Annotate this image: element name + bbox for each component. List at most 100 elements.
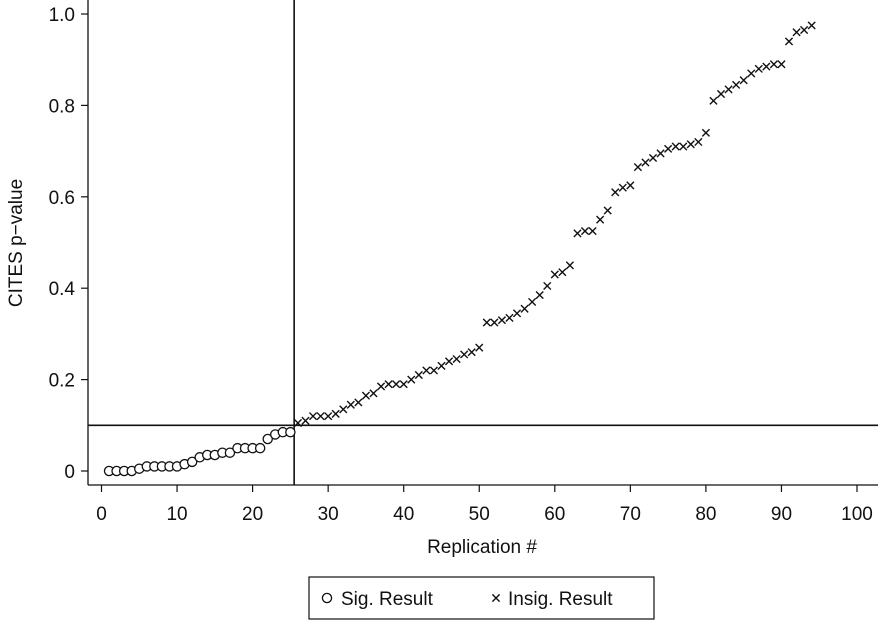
x-tick-label: 50 xyxy=(469,504,490,525)
insig-result-point xyxy=(664,144,673,153)
insig-result-stroke xyxy=(444,357,454,366)
insig-result-point xyxy=(800,25,809,35)
y-axis: 0 0.2 0.4 0.6 0.8 1.0 xyxy=(49,5,88,483)
insig-result-stroke xyxy=(671,142,680,151)
sig-result-point xyxy=(262,433,273,445)
insig-result-stroke xyxy=(407,375,416,384)
insig-result-stroke xyxy=(565,261,575,270)
insig-result-stroke xyxy=(784,37,794,46)
insig-result-point xyxy=(293,418,303,428)
insig-result-point xyxy=(754,64,763,73)
insig-result-point xyxy=(331,409,340,418)
y-tick-label: 0 xyxy=(64,462,75,483)
x-tick-label: 70 xyxy=(620,504,641,525)
insig-result-stroke xyxy=(324,412,333,421)
insig-result-point xyxy=(505,313,514,322)
insig-result-stroke xyxy=(633,163,642,172)
insig-result-point xyxy=(611,188,620,197)
insig-result-point xyxy=(588,226,597,236)
insig-result-point xyxy=(641,158,650,167)
insig-result-stroke xyxy=(482,318,491,327)
insig-result-stroke xyxy=(701,128,710,137)
insig-result-point xyxy=(399,380,408,389)
insig-result-point xyxy=(460,350,469,359)
insig-result-stroke xyxy=(505,313,514,322)
x-tick-label: 60 xyxy=(544,504,565,525)
insig-result-point xyxy=(709,96,718,105)
insig-result-point xyxy=(301,416,310,425)
insig-result-stroke xyxy=(648,153,658,163)
legend-insig-label: Insig. Result xyxy=(508,589,613,610)
insig-result-point xyxy=(339,405,348,414)
x-tick-label: 100 xyxy=(841,504,873,525)
x-tick-label: 80 xyxy=(695,504,716,525)
insig-result-point xyxy=(739,76,748,85)
insig-result-stroke xyxy=(308,412,318,421)
insig-result-point xyxy=(422,366,431,375)
insig-result-stroke xyxy=(656,149,665,158)
insig-result-stroke xyxy=(754,64,763,73)
insig-result-stroke xyxy=(724,85,733,94)
x-tick-label: 10 xyxy=(166,504,187,525)
insig-result-point xyxy=(384,380,393,389)
insig-result-point xyxy=(520,304,529,313)
insig-result-point xyxy=(475,343,484,352)
insig-result-point xyxy=(467,348,476,357)
insig-result-stroke xyxy=(777,60,786,69)
insig-result-stroke xyxy=(512,309,522,318)
insig-result-point xyxy=(376,382,386,391)
insig-result-stroke xyxy=(550,270,559,279)
insig-result-stroke xyxy=(497,316,507,325)
insig-result-stroke xyxy=(603,206,612,215)
insig-result-stroke xyxy=(580,226,590,236)
insig-result-stroke xyxy=(429,366,439,375)
insig-result-stroke xyxy=(535,290,544,300)
insig-result-point xyxy=(626,181,635,190)
insig-result-point xyxy=(784,37,794,46)
insig-result-stroke xyxy=(664,144,673,153)
y-tick-label: 0.6 xyxy=(49,188,75,209)
insig-result-point xyxy=(724,85,733,94)
insig-result-point xyxy=(565,261,575,270)
sig-result-point xyxy=(224,447,236,458)
insig-result-stroke xyxy=(361,391,371,400)
insig-result-point xyxy=(407,375,416,384)
insig-result-stroke xyxy=(618,183,627,192)
insig-result-point xyxy=(308,412,318,421)
insig-result-point xyxy=(444,357,454,366)
insig-result-stroke xyxy=(301,416,310,425)
insig-result-stroke xyxy=(354,398,363,407)
insig-result-stroke xyxy=(475,343,484,352)
insig-result-stroke xyxy=(528,297,537,307)
insig-result-stroke xyxy=(641,158,650,167)
sig-result-point xyxy=(254,442,266,454)
insig-result-stroke xyxy=(694,137,703,147)
insig-result-point xyxy=(596,215,605,224)
insig-result-point xyxy=(701,128,710,137)
insig-result-point xyxy=(354,398,363,407)
insig-result-stroke xyxy=(467,348,476,357)
insig-result-stroke xyxy=(339,405,348,414)
insig-result-stroke xyxy=(596,215,605,224)
x-tick-label: 0 xyxy=(96,504,107,525)
insig-result-stroke xyxy=(716,89,726,99)
legend-sig-label: Sig. Result xyxy=(341,589,434,610)
insig-result-point xyxy=(543,281,552,291)
legend-insig-marker xyxy=(491,593,501,603)
legend-insig-stroke xyxy=(491,593,501,603)
insig-result-point xyxy=(792,28,801,37)
insig-result-point xyxy=(807,21,816,30)
legend-sig-marker xyxy=(321,592,333,604)
insig-result-point xyxy=(414,370,423,380)
y-tick-label: 1.0 xyxy=(49,5,75,26)
insig-result-point xyxy=(716,89,726,99)
x-tick-label: 40 xyxy=(393,504,414,525)
insig-result-stroke xyxy=(490,318,499,327)
insig-result-point xyxy=(392,380,401,389)
reference-lines xyxy=(88,0,878,485)
insig-result-stroke xyxy=(520,304,529,313)
insig-result-stroke xyxy=(626,181,635,190)
insig-result-stroke xyxy=(769,60,778,69)
insig-result-point xyxy=(762,62,771,71)
